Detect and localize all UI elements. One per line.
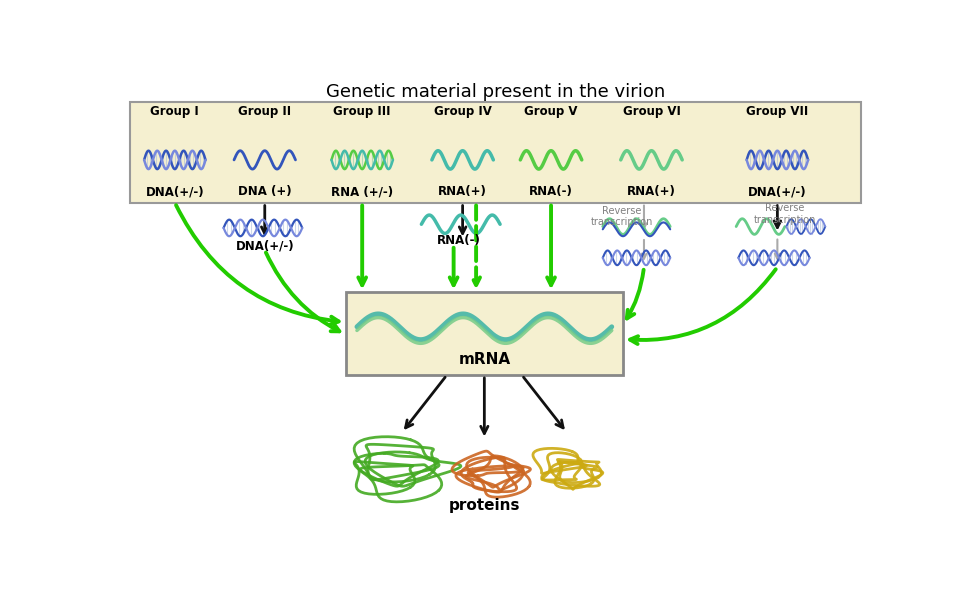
Text: mRNA: mRNA xyxy=(458,352,511,367)
Text: Group VI: Group VI xyxy=(623,104,681,118)
Text: Reverse
transcription: Reverse transcription xyxy=(753,204,816,225)
FancyBboxPatch shape xyxy=(346,293,623,375)
Text: RNA (+/-): RNA (+/-) xyxy=(331,185,394,198)
Text: Genetic material present in the virion: Genetic material present in the virion xyxy=(326,83,665,101)
Text: RNA(-): RNA(-) xyxy=(437,235,481,247)
Text: Group II: Group II xyxy=(238,104,291,118)
Text: Group I: Group I xyxy=(151,104,199,118)
Text: Group V: Group V xyxy=(524,104,578,118)
Text: RNA(+): RNA(+) xyxy=(627,185,676,198)
Text: DNA (+): DNA (+) xyxy=(238,185,292,198)
FancyBboxPatch shape xyxy=(130,101,862,202)
Text: RNA(-): RNA(-) xyxy=(529,185,573,198)
Text: RNA(+): RNA(+) xyxy=(438,185,487,198)
Text: DNA(+/-): DNA(+/-) xyxy=(235,239,294,253)
Text: Group III: Group III xyxy=(334,104,391,118)
Text: proteins: proteins xyxy=(449,498,520,513)
Text: DNA(+/-): DNA(+/-) xyxy=(748,185,806,198)
Text: Group IV: Group IV xyxy=(433,104,491,118)
Text: Group VII: Group VII xyxy=(747,104,808,118)
Text: DNA(+/-): DNA(+/-) xyxy=(145,185,204,198)
Text: Reverse
transcription: Reverse transcription xyxy=(590,205,653,227)
